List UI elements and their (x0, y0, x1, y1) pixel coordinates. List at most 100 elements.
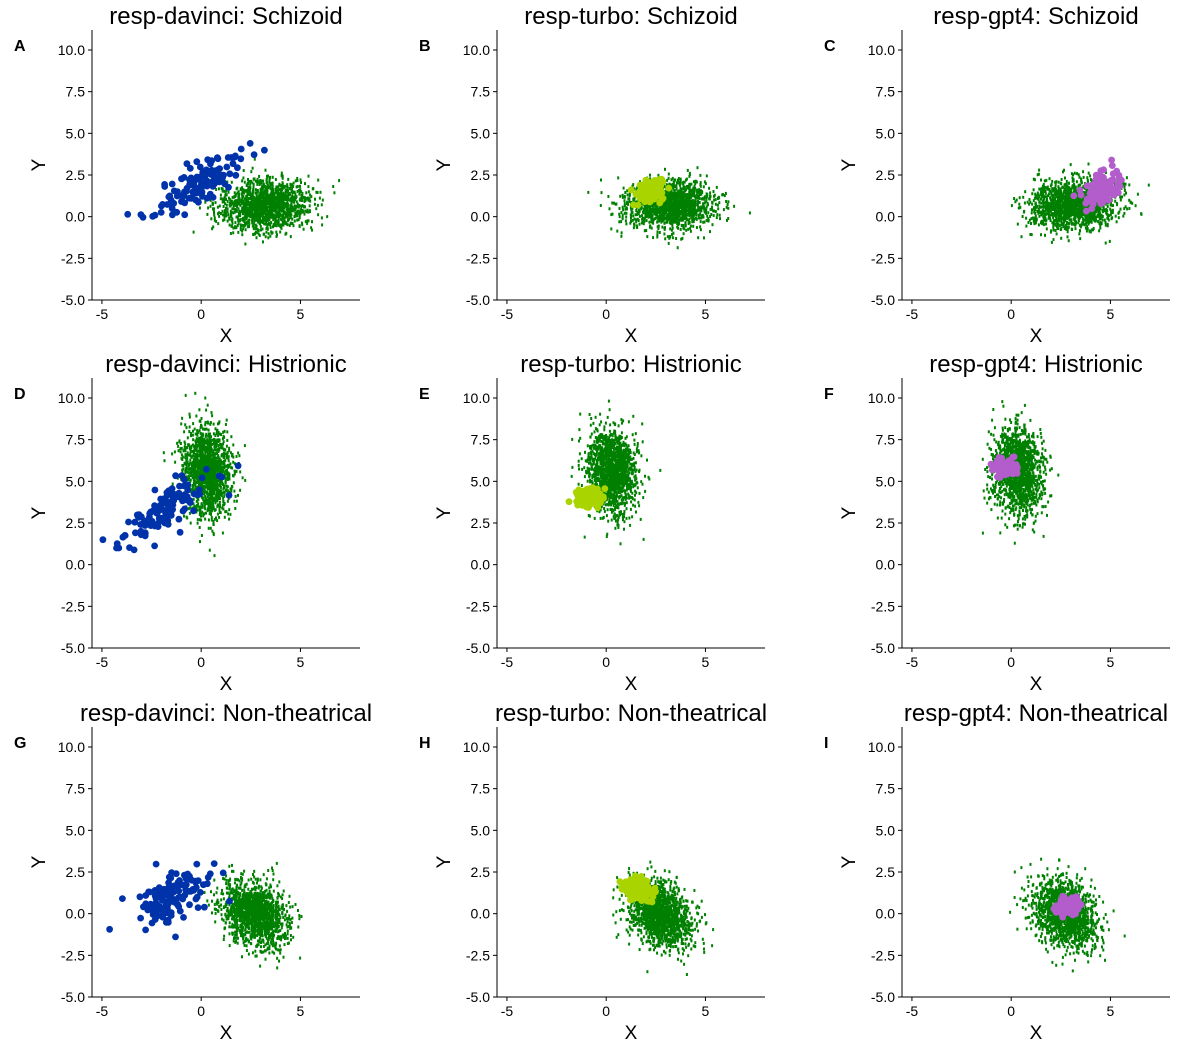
background-point (686, 209, 689, 213)
background-point (1063, 208, 1066, 212)
background-point (270, 213, 273, 217)
background-point (253, 217, 256, 221)
background-point (1039, 205, 1042, 209)
background-point (259, 213, 262, 217)
background-point (642, 211, 645, 215)
background-point (281, 217, 284, 221)
background-point (733, 204, 736, 208)
background-point (657, 227, 660, 230)
background-point (649, 224, 652, 228)
background-point (260, 219, 263, 223)
background-point (232, 226, 235, 230)
background-point (1060, 222, 1063, 226)
background-point (1058, 207, 1061, 211)
background-point (1049, 230, 1052, 234)
response-point (237, 145, 245, 153)
background-point (680, 223, 683, 227)
background-point (1040, 197, 1042, 201)
background-point (690, 207, 693, 210)
background-point (274, 188, 277, 192)
background-point (298, 204, 301, 207)
background-point (704, 182, 707, 186)
background-point (255, 193, 258, 197)
background-point (241, 206, 244, 210)
background-point (1063, 202, 1066, 206)
background-point (268, 213, 271, 217)
background-point (677, 216, 680, 220)
background-point (267, 199, 270, 203)
x-tick-label: 0 (602, 306, 610, 322)
background-point (694, 204, 697, 208)
background-point (669, 203, 672, 207)
background-point (281, 221, 284, 224)
background-point (296, 185, 299, 188)
background-point (654, 201, 657, 205)
response-point (1087, 193, 1095, 201)
background-point (663, 209, 666, 213)
background-point (294, 198, 296, 202)
background-point (1070, 187, 1073, 191)
response-point (208, 157, 216, 165)
background-point (656, 213, 659, 217)
background-point (722, 193, 724, 197)
background-point (303, 200, 306, 203)
background-point (1080, 208, 1083, 212)
background-point (676, 205, 679, 209)
background-point (232, 207, 235, 211)
background-point (248, 225, 250, 228)
background-point (707, 217, 710, 221)
response-point (186, 164, 194, 172)
background-point (1076, 203, 1079, 207)
background-point (668, 192, 670, 196)
background-point (258, 174, 261, 178)
background-point (673, 179, 676, 183)
background-point (1056, 221, 1059, 225)
background-point (686, 200, 688, 204)
background-point (1075, 180, 1078, 184)
background-point (685, 216, 688, 220)
panel-b: -5.0-2.50.02.55.07.510.0-5 0 5XYresp-turbo… (419, 3, 765, 347)
background-point (289, 182, 292, 186)
background-point (1042, 192, 1045, 196)
background-point (289, 210, 292, 214)
background-point (1103, 209, 1106, 213)
background-point (1071, 199, 1074, 203)
background-point (317, 213, 320, 217)
background-point (679, 192, 682, 196)
background-point (1047, 210, 1050, 214)
background-point (1041, 189, 1044, 193)
background-point (271, 196, 274, 200)
background-point (271, 181, 274, 185)
background-point (1045, 227, 1048, 231)
background-point (680, 237, 683, 241)
background-point (691, 218, 694, 221)
background-point (1064, 217, 1067, 221)
background-point (689, 196, 692, 200)
background-point (699, 189, 702, 193)
background-point (260, 192, 263, 196)
background-point (1072, 173, 1074, 177)
background-point (233, 191, 236, 195)
background-point (214, 201, 217, 205)
background-point (248, 190, 251, 194)
background-point (613, 201, 615, 205)
background-point (271, 213, 274, 217)
background-point (1103, 218, 1106, 222)
background-point (290, 189, 293, 193)
background-point (254, 191, 257, 195)
response-point (231, 152, 239, 160)
response-point (654, 192, 662, 200)
background-point (274, 178, 277, 181)
background-point (1059, 199, 1062, 203)
background-point (1073, 207, 1076, 211)
background-point (644, 203, 647, 207)
background-point (713, 209, 715, 213)
background-point (1040, 233, 1042, 237)
background-point (678, 198, 681, 202)
background-point (1042, 199, 1044, 203)
background-point (1078, 232, 1081, 236)
background-point (623, 211, 626, 215)
response-point (185, 194, 193, 202)
background-point (258, 207, 261, 211)
background-point (698, 188, 701, 192)
